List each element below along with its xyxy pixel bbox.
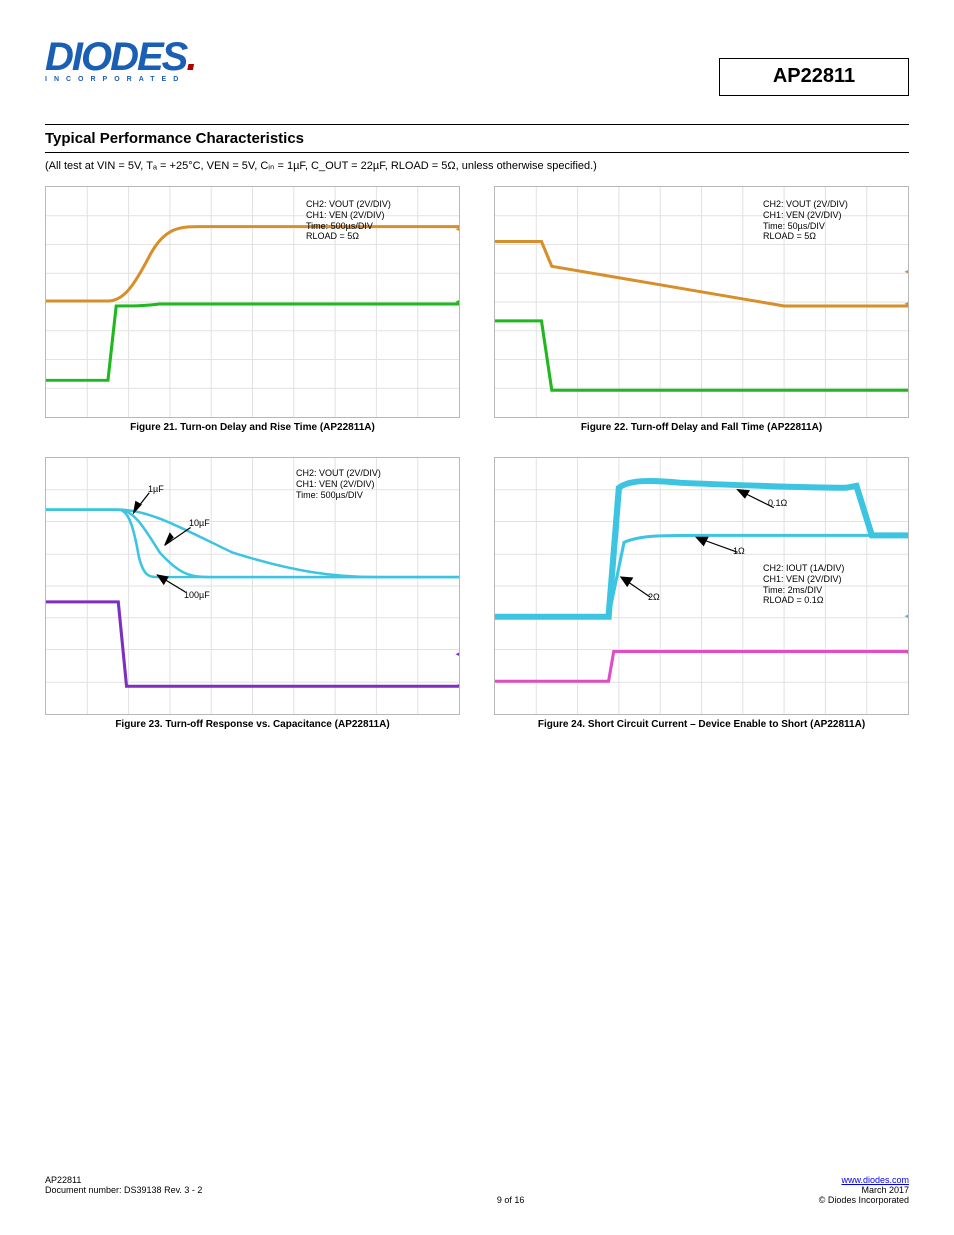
scope-a-annotation: CH2: VOUT (2V/DIV) CH1: VEN (2V/DIV) Tim… xyxy=(306,199,391,242)
label-1uf: 1µF xyxy=(148,484,164,495)
caption-figure-23: Figure 23. Turn-off Response vs. Capacit… xyxy=(45,719,460,730)
footer-page-number: 9 of 16 xyxy=(497,1195,525,1205)
svg-text:◄2: ◄2 xyxy=(903,612,908,621)
scope-turn-off-vs-cap: ◄1 ◄2 CH2: VOUT (2V/DIV) CH1: VEN (2V/DI… xyxy=(45,457,460,715)
caption-figure-21: Figure 21. Turn-on Delay and Rise Time (… xyxy=(45,422,460,433)
scope-short-circuit: ◄2 ◄1 CH2: IOUT (1A/DIV) CH1: VEN (2V/DI… xyxy=(494,457,909,715)
scope-d-annotation: CH2: IOUT (1A/DIV) CH1: VEN (2V/DIV) Tim… xyxy=(763,563,844,606)
part-number-box: AP22811 xyxy=(719,58,909,96)
scope-turn-on: ◄1 ◄2 CH2: VOUT (2V/DIV) CH1: VEN (2V/DI… xyxy=(45,186,460,418)
footer-link[interactable]: www.diodes.com xyxy=(841,1175,909,1185)
logo-subtitle: INCORPORATED xyxy=(45,76,195,83)
label-100uf: 100µF xyxy=(184,590,210,601)
scope-turn-off: ◄1 ◄2 CH2: VOUT (2V/DIV) CH1: VEN (2V/DI… xyxy=(494,186,909,418)
label-10uf: 10µF xyxy=(189,518,210,529)
caption-figure-22: Figure 22. Turn-off Delay and Fall Time … xyxy=(494,422,909,433)
brand-logo: DIODES. INCORPORATED xyxy=(45,40,195,83)
page-footer: AP22811 Document number: DS39138 Rev. 3 … xyxy=(45,1175,909,1205)
footer-part: AP22811 xyxy=(45,1175,202,1185)
label-0p1ohm: 0.1Ω xyxy=(768,498,787,509)
caption-figure-24: Figure 24. Short Circuit Current – Devic… xyxy=(494,719,909,730)
svg-text:◄2: ◄2 xyxy=(903,299,908,308)
label-1ohm: 1Ω xyxy=(733,546,745,557)
footer-date: March 2017 xyxy=(819,1185,909,1195)
section-title: Typical Performance Characteristics xyxy=(45,124,909,153)
footer-copyright: © Diodes Incorporated xyxy=(819,1195,909,1205)
svg-text:◄2: ◄2 xyxy=(454,681,459,690)
svg-text:◄1: ◄1 xyxy=(903,267,908,276)
footer-docnum: Document number: DS39138 Rev. 3 - 2 xyxy=(45,1185,202,1195)
svg-text:◄1: ◄1 xyxy=(454,297,459,306)
label-2ohm: 2Ω xyxy=(648,592,660,603)
page-header: DIODES. INCORPORATED AP22811 xyxy=(45,40,909,96)
svg-text:◄1: ◄1 xyxy=(454,650,459,659)
svg-text:◄1: ◄1 xyxy=(903,648,908,657)
section-subtitle: (All test at VIN = 5V, Tₐ = +25°C, VEN =… xyxy=(45,159,909,172)
logo-text: DIODES. xyxy=(45,40,195,74)
svg-text:◄2: ◄2 xyxy=(454,225,459,234)
scope-c-annotation: CH2: VOUT (2V/DIV) CH1: VEN (2V/DIV) Tim… xyxy=(296,468,381,500)
scope-b-annotation: CH2: VOUT (2V/DIV) CH1: VEN (2V/DIV) Tim… xyxy=(763,199,848,242)
